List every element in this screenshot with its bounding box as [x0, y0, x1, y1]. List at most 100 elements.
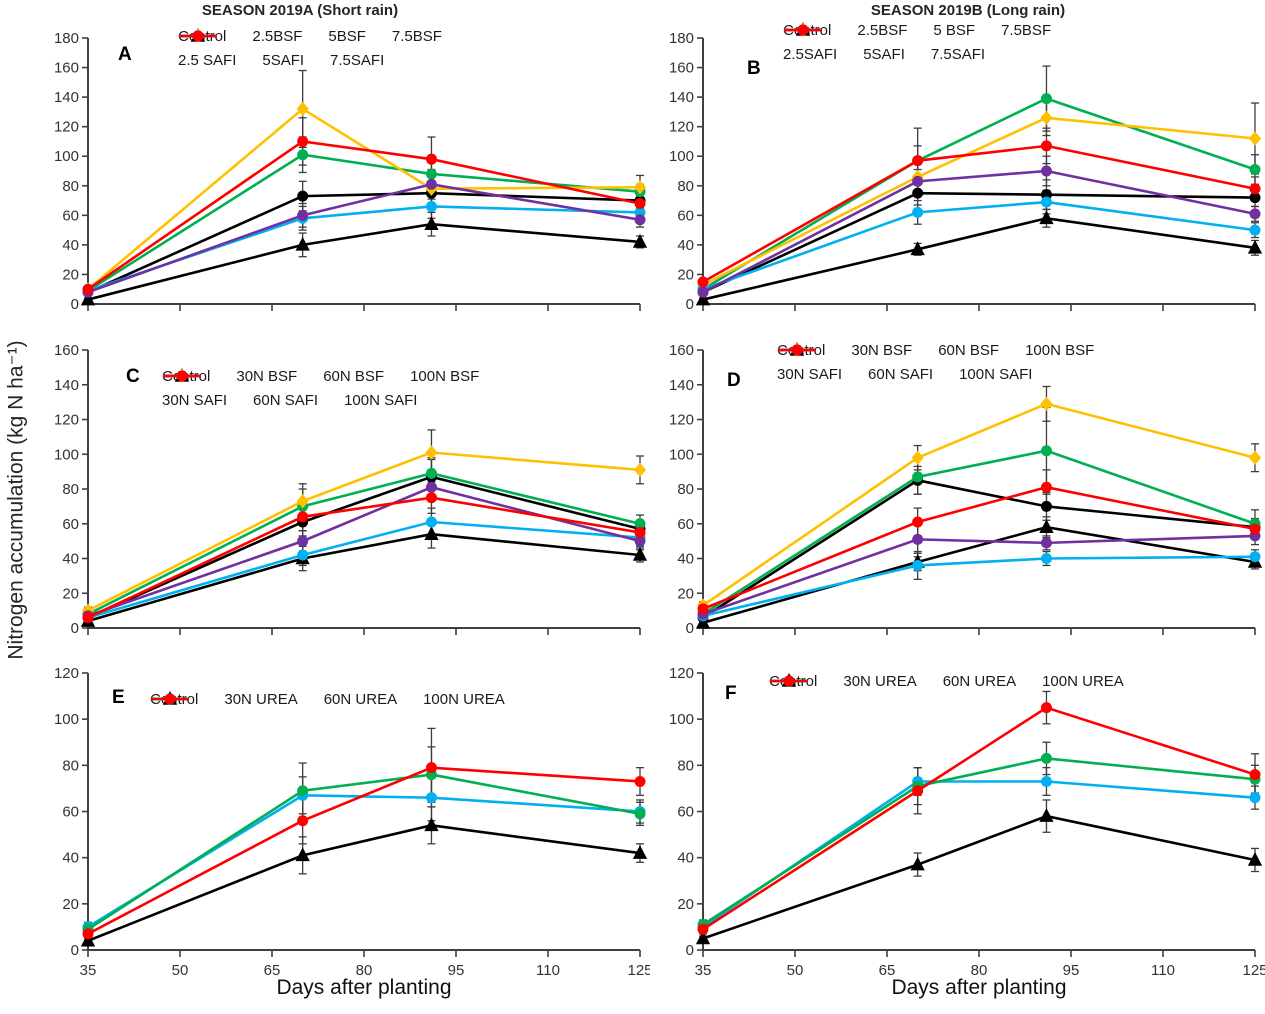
- legend-item: 60N SAFI: [778, 344, 934, 383]
- series-marker-circle-icon: [1040, 775, 1052, 787]
- series-marker-circle-icon: [425, 178, 437, 190]
- series-marker-circle-icon: [297, 785, 309, 797]
- series-marker-circle-icon: [1249, 551, 1261, 563]
- legend-item: 30N BSF: [163, 368, 297, 385]
- legend-item: 30N SAFI: [162, 370, 227, 409]
- series-line: [87, 451, 641, 612]
- series-marker-circle-icon: [634, 518, 646, 530]
- series-marker-circle-icon: [912, 785, 924, 797]
- x-tick-label: 65: [264, 962, 281, 977]
- series-marker-circle-icon: [1249, 183, 1261, 195]
- x-tick-label: 95: [1063, 962, 1080, 977]
- series-marker-circle-icon: [1249, 164, 1261, 176]
- series-marker-circle-icon: [1040, 553, 1052, 564]
- legend-label: 5BSF: [328, 28, 366, 45]
- column-title-season-2019a: SEASON 2019A (Short rain): [201, 2, 399, 19]
- y-axis-label: Nitrogen accumulation (kg N ha⁻¹): [4, 340, 28, 660]
- y-tick-label: 40: [677, 551, 694, 568]
- series-line: [87, 140, 641, 291]
- legend-label: 100N BSF: [410, 368, 480, 385]
- series-marker-circle-icon: [425, 200, 437, 212]
- series-marker-circle-icon: [1249, 224, 1261, 236]
- legend-item: 100N BSF: [163, 368, 480, 385]
- legend-label: 60N SAFI: [868, 366, 934, 383]
- series-marker-circle-icon: [1249, 523, 1261, 535]
- series-marker-circle-icon: [1040, 165, 1052, 177]
- series-marker-circle-icon: [1040, 702, 1052, 714]
- legend-label: 7.5SAFI: [930, 46, 986, 63]
- series-marker-circle-icon: [425, 481, 437, 493]
- legend-row: 30N SAFI 60N SAFI 100N SAFI: [162, 370, 479, 409]
- series-line: [87, 191, 641, 294]
- y-tick-label: 80: [677, 481, 694, 498]
- legend-item: 7.5BSF: [784, 22, 1051, 39]
- series-marker-triangle-icon: [1039, 808, 1054, 822]
- series-marker-diamond-icon: [296, 494, 309, 509]
- series-marker-circle-icon: [1249, 769, 1261, 781]
- series-line: [87, 472, 641, 616]
- y-tick-label: 80: [62, 757, 79, 774]
- y-tick-label: 120: [669, 665, 694, 682]
- legend-label: 5SAFI: [262, 52, 305, 69]
- legend-marker-icon: [778, 344, 816, 356]
- series-line: [702, 814, 1256, 940]
- y-tick-label: 160: [669, 60, 694, 77]
- y-tick-label: 140: [669, 377, 694, 394]
- series-line: [702, 449, 1256, 616]
- panel-letter-b: B: [747, 58, 761, 79]
- y-tick-label: 60: [677, 516, 694, 533]
- y-tick-label: 0: [71, 620, 79, 636]
- series-marker-diamond-icon: [1248, 450, 1262, 465]
- legend-item: 100N BSF: [778, 342, 1094, 359]
- x-tick-label: 50: [172, 962, 189, 977]
- series-line: [87, 520, 641, 619]
- legend-marker-icon: [163, 370, 201, 382]
- legend-item: 2.5BSF: [179, 28, 302, 45]
- series-marker-triangle-icon: [295, 236, 310, 251]
- series-marker-triangle-icon: [910, 856, 925, 871]
- series-marker-circle-icon: [912, 175, 924, 187]
- series-line: [87, 496, 641, 619]
- y-tick-label: 160: [669, 342, 694, 359]
- y-tick-label: 100: [669, 446, 694, 463]
- series-line: [702, 97, 1256, 291]
- y-tick-label: 80: [677, 757, 694, 774]
- series-marker-circle-icon: [912, 471, 924, 483]
- y-tick-label: 140: [54, 377, 79, 394]
- series-marker-circle-icon: [425, 467, 437, 479]
- x-tick-label: 110: [1151, 962, 1175, 977]
- series-marker-triangle-icon: [695, 930, 711, 945]
- legend-item: 60N BSF: [778, 342, 999, 359]
- y-tick-label: 40: [62, 551, 79, 568]
- legend-item: 2.5 SAFI: [178, 30, 236, 69]
- y-tick-label: 40: [677, 237, 694, 254]
- series-marker-triangle-icon: [1039, 519, 1054, 533]
- legend-row: 30N SAFI 60N SAFI 100N SAFI: [777, 344, 1094, 383]
- legend-item: 5SAFI: [179, 30, 305, 69]
- legend-label: 7.5BSF: [391, 28, 442, 45]
- y-tick-label: 120: [669, 119, 694, 136]
- series-marker-circle-icon: [1040, 140, 1052, 152]
- series-line: [702, 485, 1256, 611]
- legend-item: 2.5SAFI: [783, 24, 837, 63]
- x-tick-label: 35: [695, 962, 712, 977]
- legend-item: 60N UREA: [770, 673, 1016, 690]
- series-marker-circle-icon: [1040, 752, 1052, 764]
- legend-label: 60N BSF: [323, 368, 385, 385]
- series-line: [87, 222, 641, 301]
- legend-marker-icon: [784, 24, 822, 36]
- y-tick-label: 100: [669, 148, 694, 165]
- legend-label: 100N SAFI: [959, 366, 1033, 383]
